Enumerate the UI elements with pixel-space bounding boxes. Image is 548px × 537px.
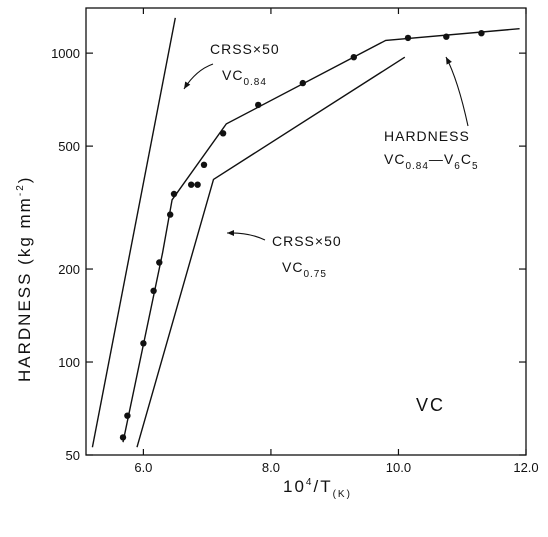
hardness-point-3 xyxy=(150,287,157,294)
label-hardness-line2: VC0.84—V6C5 xyxy=(384,151,479,172)
y-tick-label-3: 500 xyxy=(58,139,80,154)
x-tick-label-1: 8.0 xyxy=(262,460,280,475)
arrow-hardness xyxy=(445,56,469,127)
hardness-point-10 xyxy=(219,130,227,137)
arrowhead-crss-vc084 xyxy=(184,81,191,89)
hardness-point-12 xyxy=(299,79,306,87)
hardness-point-8 xyxy=(194,181,201,188)
annotation-layer: CRSS×50 VC0.84 HARDNESS VC0.84—V6C5 CRSS×50 V… xyxy=(183,41,479,415)
label-crss-vc075-line1: CRSS×50 xyxy=(272,233,342,249)
hardness-point-14 xyxy=(404,34,412,42)
x-tick-label-3: 12.0 xyxy=(513,460,538,475)
hardness-point-4 xyxy=(156,259,163,266)
arrowhead-hardness xyxy=(446,57,452,65)
y-tick-label-4: 1000 xyxy=(51,46,80,61)
series-line-crss-vc084 xyxy=(91,17,176,448)
plot-area-border xyxy=(85,7,527,456)
label-crss-vc084-line2: VC0.84 xyxy=(222,67,267,88)
y-tick-label-0: 50 xyxy=(66,448,80,463)
axis-titles: 104/T(K) HARDNESS (kg mm-2) xyxy=(15,176,352,500)
x-tick-label-0: 6.0 xyxy=(134,460,152,475)
series-line-crss-vc075 xyxy=(136,56,406,448)
hardness-point-7 xyxy=(188,181,195,188)
hardness-point-13 xyxy=(350,54,357,61)
label-crss-vc075-line2: VC0.75 xyxy=(282,259,327,280)
x-tick-label-2: 10.0 xyxy=(386,460,411,475)
hardness-point-0 xyxy=(119,434,127,441)
label-hardness-line1: HARDNESS xyxy=(384,128,470,144)
y-tick-label-2: 200 xyxy=(58,262,80,277)
hardness-point-11 xyxy=(255,101,262,109)
hardness-point-16 xyxy=(478,30,485,37)
hardness-point-9 xyxy=(200,161,208,168)
y-tick-label-1: 100 xyxy=(58,355,80,370)
x-axis-title: 104/T(K) xyxy=(283,477,352,500)
hardness-point-5 xyxy=(167,211,174,218)
plot-frame xyxy=(85,7,527,456)
hardness-point-6 xyxy=(170,190,178,198)
axis-ticks: 6.0 8.0 10.0 12.0 50 100 200 500 1000 xyxy=(51,8,539,475)
label-crss-vc084-line1: CRSS×50 xyxy=(210,41,280,57)
hardness-point-1 xyxy=(124,412,131,419)
y-axis-title: HARDNESS (kg mm-2) xyxy=(15,176,34,382)
hardness-point-15 xyxy=(443,33,450,40)
annotation-vc: VC xyxy=(416,395,445,415)
hardness-point-2 xyxy=(140,340,147,347)
arrowhead-crss-vc075 xyxy=(227,230,234,236)
marker-layer xyxy=(119,30,485,441)
